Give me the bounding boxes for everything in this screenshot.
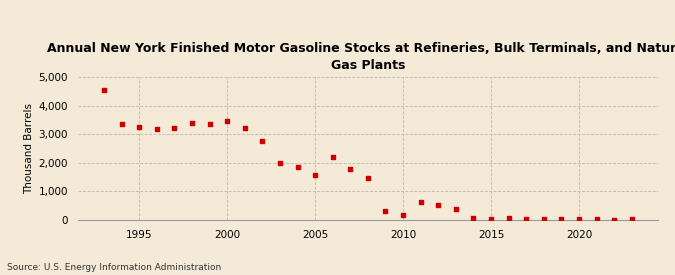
Y-axis label: Thousand Barrels: Thousand Barrels [24, 103, 34, 194]
Point [574, 217, 585, 221]
Point [556, 217, 567, 221]
Point [292, 165, 303, 170]
Point [539, 216, 549, 221]
Point [310, 173, 321, 177]
Point [240, 126, 250, 130]
Point [222, 119, 233, 123]
Point [398, 213, 408, 218]
Point [186, 121, 197, 125]
Point [503, 216, 514, 221]
Text: Source: U.S. Energy Information Administration: Source: U.S. Energy Information Administ… [7, 263, 221, 272]
Point [591, 217, 602, 222]
Point [345, 166, 356, 171]
Point [169, 126, 180, 130]
Point [380, 209, 391, 213]
Point [99, 88, 109, 93]
Title: Annual New York Finished Motor Gasoline Stocks at Refineries, Bulk Terminals, an: Annual New York Finished Motor Gasoline … [47, 42, 675, 72]
Point [521, 216, 532, 221]
Point [609, 218, 620, 222]
Point [450, 207, 461, 211]
Point [204, 122, 215, 126]
Point [257, 139, 268, 143]
Point [327, 155, 338, 159]
Point [468, 216, 479, 220]
Point [626, 217, 637, 222]
Point [485, 217, 496, 221]
Point [362, 175, 373, 180]
Point [433, 203, 443, 208]
Point [151, 127, 162, 131]
Point [134, 125, 144, 130]
Point [116, 122, 127, 127]
Point [415, 199, 426, 204]
Point [275, 161, 286, 165]
